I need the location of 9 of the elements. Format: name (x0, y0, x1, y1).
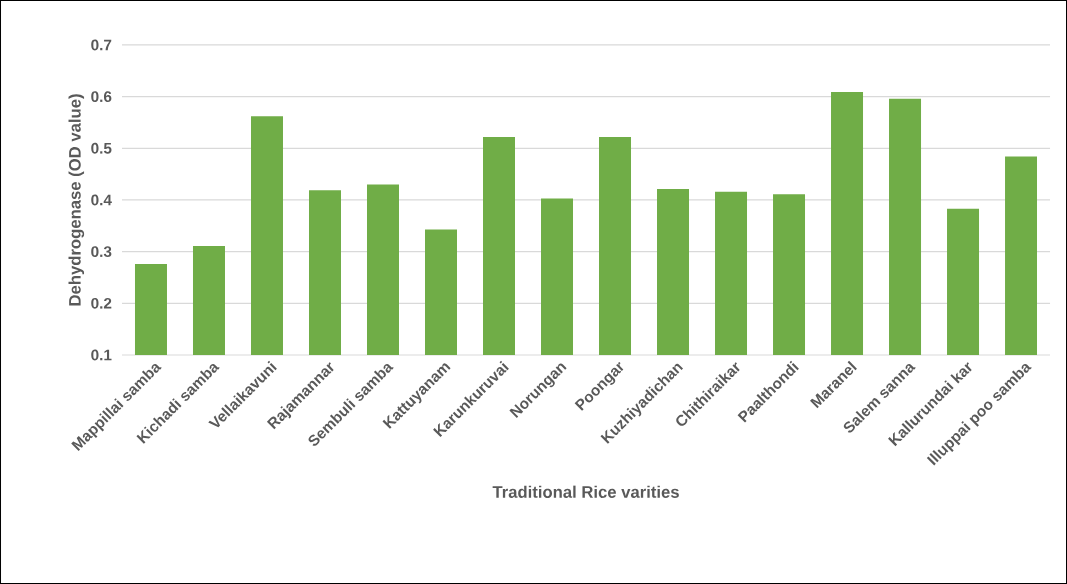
y-tick-label: 0.7 (91, 39, 112, 51)
y-tick-label: 0.2 (91, 297, 112, 309)
y-tick-label: 0.3 (91, 246, 112, 258)
y-tick-label: 0.1 (91, 349, 112, 361)
y-axis-title: Dehydrogenase (OD value) (68, 94, 85, 306)
y-tick-label: 0.4 (91, 194, 112, 206)
y-tick-label: 0.5 (91, 142, 112, 154)
y-tick-label: 0.6 (91, 91, 112, 103)
x-axis-title: Traditional Rice varities (492, 485, 679, 498)
